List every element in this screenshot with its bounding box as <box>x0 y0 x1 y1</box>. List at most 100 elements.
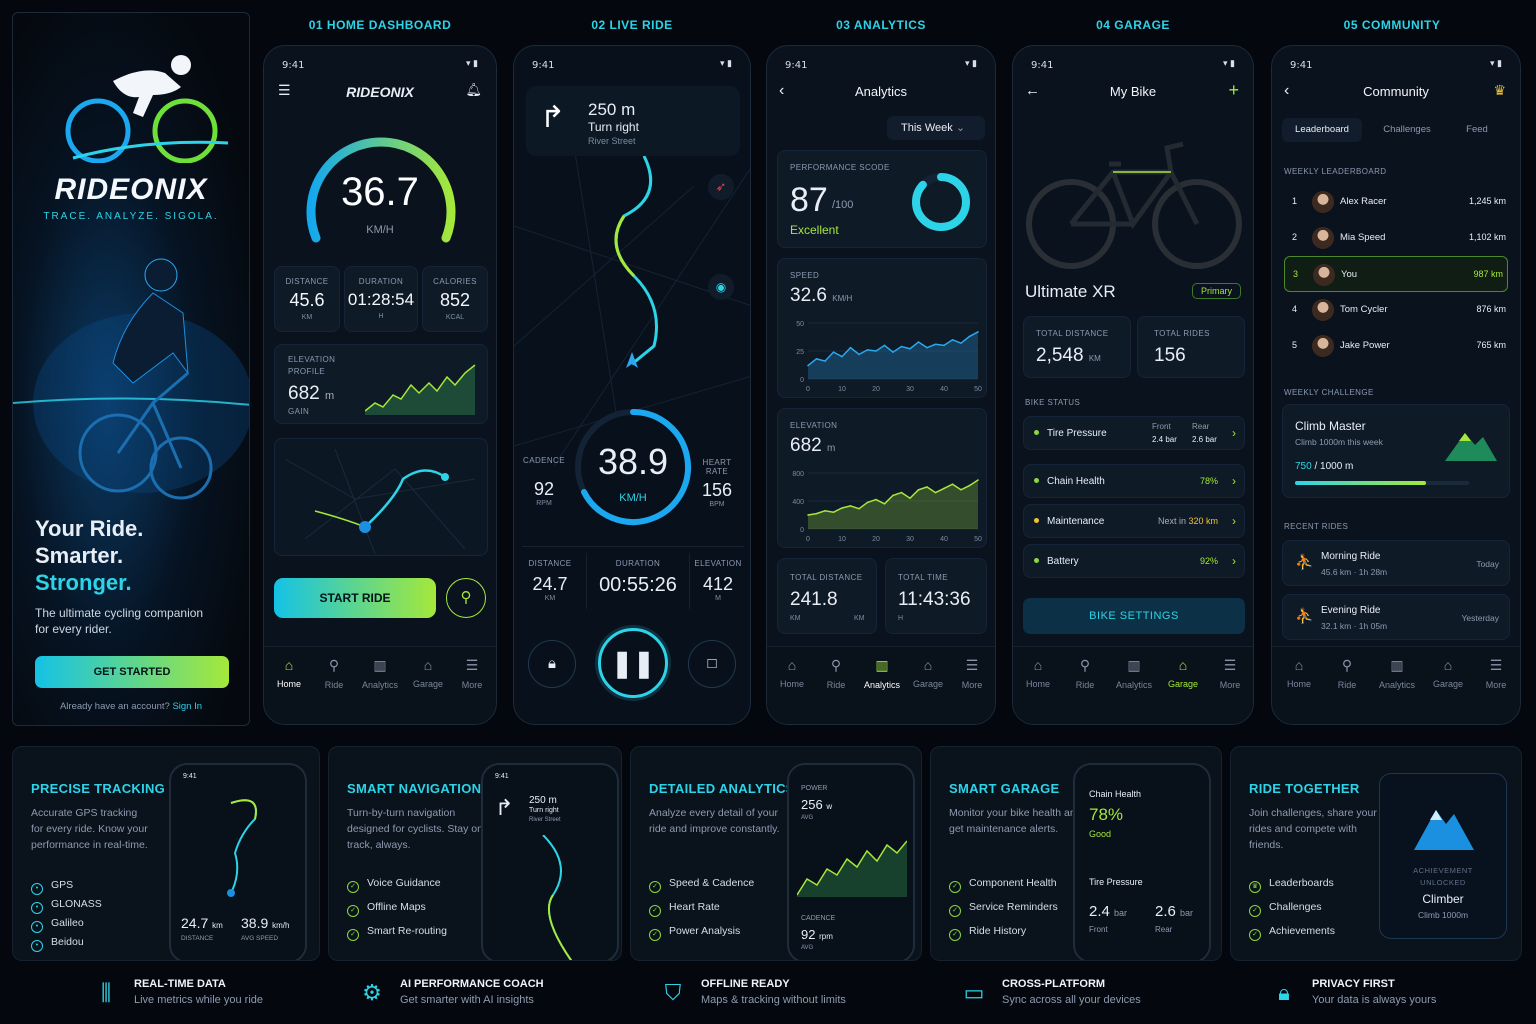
bike-total-distance: TOTAL DISTANCE 2,548 KM <box>1023 316 1131 378</box>
leaderboard-row[interactable]: 2 Mia Speed 1,102 km <box>1284 220 1508 256</box>
nav-garage[interactable]: ⌂ Garage <box>1161 657 1205 689</box>
leaderboard-row[interactable]: 4 Tom Cycler 876 km <box>1284 292 1508 328</box>
bottom-nav: ⌂ Home ⚲ Ride ▥ Analytics ⌂ Garage ☰ More <box>1272 646 1520 724</box>
recent-ride-row[interactable]: ⛹ Evening Ride 32.1 km · 1h 05m Yesterda… <box>1282 594 1510 640</box>
promo-desc: Turn-by-turn navigation designed for cyc… <box>347 807 483 851</box>
more-icon: ☰ <box>1489 657 1503 673</box>
mountain-icon <box>1445 433 1497 461</box>
tire-pressure-row[interactable]: Tire Pressure Front 2.4 bar Rear 2.6 bar… <box>1023 416 1245 450</box>
nav-more[interactable]: ☰ More <box>1474 657 1518 690</box>
nav-more[interactable]: ☰ More <box>1208 657 1252 690</box>
chip-icon: ⚙ <box>362 980 382 1005</box>
tab-leaderboard[interactable]: Leaderboard <box>1282 118 1362 142</box>
lock-button[interactable]: 🔒︎ <box>528 640 576 688</box>
chevron-right-icon: › <box>1232 426 1236 440</box>
leaderboard-row-you[interactable]: 3 You 987 km <box>1284 256 1508 292</box>
nav-garage[interactable]: ⌂ Garage <box>406 657 450 689</box>
trophy-icon[interactable]: ♛ <box>1493 82 1506 98</box>
challenge-card[interactable]: Climb Master Climb 1000m this week 750 /… <box>1282 404 1510 498</box>
battery-row[interactable]: Battery 92% › <box>1023 544 1245 578</box>
sign-in-link[interactable]: Sign In <box>172 701 203 712</box>
bike-icon: ⚲ <box>1341 657 1353 673</box>
promo-desc: Join challenges, share your rides and co… <box>1249 807 1377 851</box>
elevation-chart-card: ELEVATION 682 m 0 400 800 0 10 20 30 40 50 <box>777 408 987 548</box>
back-icon[interactable]: ‹ <box>779 82 785 99</box>
leaderboard-row[interactable]: 1 Alex Racer 1,245 km <box>1284 184 1508 220</box>
leaderboard-row[interactable]: 5 Jake Power 765 km <box>1284 328 1508 364</box>
route-map[interactable] <box>274 438 488 556</box>
nav-more[interactable]: ☰ More <box>450 657 494 690</box>
x-tick-label: 30 <box>906 386 914 393</box>
nav-analytics[interactable]: ▥ Analytics <box>1112 657 1156 690</box>
nav-home[interactable]: ⌂ Home <box>1277 657 1321 689</box>
home-brand: RIDEONIX <box>346 84 414 100</box>
back-arrow-icon[interactable]: ← <box>1025 82 1040 99</box>
tab-feed[interactable]: Feed <box>1466 124 1488 135</box>
nav-ride[interactable]: ⚲ Ride <box>1063 657 1107 690</box>
add-bike-button[interactable]: + <box>1228 80 1239 100</box>
get-started-button[interactable]: GET STARTED <box>35 656 229 688</box>
garage-icon: ⌂ <box>1443 657 1453 673</box>
rider-icon: ⛹ <box>1295 608 1314 625</box>
maintenance-row[interactable]: Maintenance Next in 320 km › <box>1023 504 1245 538</box>
nav-garage[interactable]: ⌂ Garage <box>1426 657 1470 689</box>
promo-garage: SMART GARAGE Monitor your bike health an… <box>930 746 1222 961</box>
mini-phone-analytics: POWER 256 w AVG CADENCE 92 rpm AVG <box>787 763 915 960</box>
stop-button[interactable]: □ <box>688 640 736 688</box>
nav-ride[interactable]: ⚲ Ride <box>814 657 858 690</box>
splash-tagline: TRACE. ANALYZE. SIGOLA. <box>43 211 219 222</box>
nav-analytics[interactable]: ▥ Analytics <box>1375 657 1419 690</box>
nav-more[interactable]: ☰ More <box>950 657 994 690</box>
menu-icon[interactable]: ☰ <box>278 82 291 98</box>
garage-title: My Bike <box>1109 84 1157 99</box>
live-map[interactable] <box>514 46 751 546</box>
data-point <box>960 342 962 344</box>
nav-home[interactable]: ⌂ Home <box>267 657 311 689</box>
leaderboard-label: WEEKLY LEADERBOARD <box>1284 167 1387 176</box>
avatar <box>1312 335 1334 357</box>
feature-speed-cadence: ✓ Speed & Cadence <box>649 877 754 893</box>
x-tick-label: 10 <box>838 386 846 393</box>
x-tick-label: 50 <box>974 386 982 393</box>
bottom-nav: ⌂ Home ⚲ Ride ▥ Analytics ⌂ Garage ☰ More <box>767 646 995 724</box>
x-tick-label: 40 <box>940 536 948 543</box>
live-speed-unit: KM/H <box>619 492 647 504</box>
data-point <box>900 491 903 494</box>
data-point <box>909 347 911 350</box>
nav-ride[interactable]: ⚲ Ride <box>1325 657 1369 690</box>
mini-phone-garage: Chain Health 78% Good Tire Pressure 2.4 … <box>1073 763 1211 960</box>
start-ride-button[interactable]: START RIDE <box>274 578 436 618</box>
performance-score-card: PERFORMANCE SCODE 87 /100 Excellent <box>777 150 987 248</box>
data-point <box>875 498 877 501</box>
nav-home[interactable]: ⌂ Home <box>1016 657 1060 689</box>
nav-analytics[interactable]: ▥ Analytics <box>860 657 904 690</box>
nav-garage[interactable]: ⌂ Garage <box>906 657 950 689</box>
chain-health-row[interactable]: Chain Health 78% › <box>1023 464 1245 498</box>
data-point <box>832 351 835 353</box>
data-point <box>934 343 937 346</box>
challenge-progress-bar <box>1295 481 1426 485</box>
achievement-card: ACHIEVEMENT UNLOCKED Climber Climb 1000m <box>1379 773 1507 939</box>
home-icon: ⌂ <box>787 657 797 673</box>
back-icon[interactable]: ‹ <box>1284 82 1290 99</box>
bell-icon[interactable]: 🔔︎ <box>465 82 482 97</box>
signal-icon[interactable]: ◉ <box>708 274 734 300</box>
data-point <box>875 350 877 352</box>
nav-ride[interactable]: ⚲ Ride <box>312 657 356 690</box>
tab-challenges[interactable]: Challenges <box>1383 124 1431 135</box>
data-point <box>858 507 860 510</box>
data-point <box>900 345 903 348</box>
status-icons: ▾ ▮ <box>1223 58 1235 68</box>
pause-button[interactable]: ❚❚ <box>598 628 668 698</box>
period-select[interactable]: This Week ⌄ <box>887 116 985 140</box>
compass-icon[interactable]: ➶ <box>708 174 734 200</box>
nav-analytics[interactable]: ▥ Analytics <box>358 657 402 690</box>
promo-title: PRECISE TRACKING <box>31 781 166 796</box>
recent-ride-row[interactable]: ⛹ Morning Ride 45.6 km · 1h 28m Today <box>1282 540 1510 586</box>
bike-mode-button[interactable]: ⚲ <box>446 578 486 618</box>
feature-service: ✓ Service Reminders <box>949 901 1058 917</box>
nav-home[interactable]: ⌂ Home <box>770 657 814 689</box>
bike-settings-button[interactable]: BIKE SETTINGS <box>1023 598 1245 634</box>
data-point <box>832 511 835 513</box>
home-icon: ⌂ <box>284 657 294 673</box>
